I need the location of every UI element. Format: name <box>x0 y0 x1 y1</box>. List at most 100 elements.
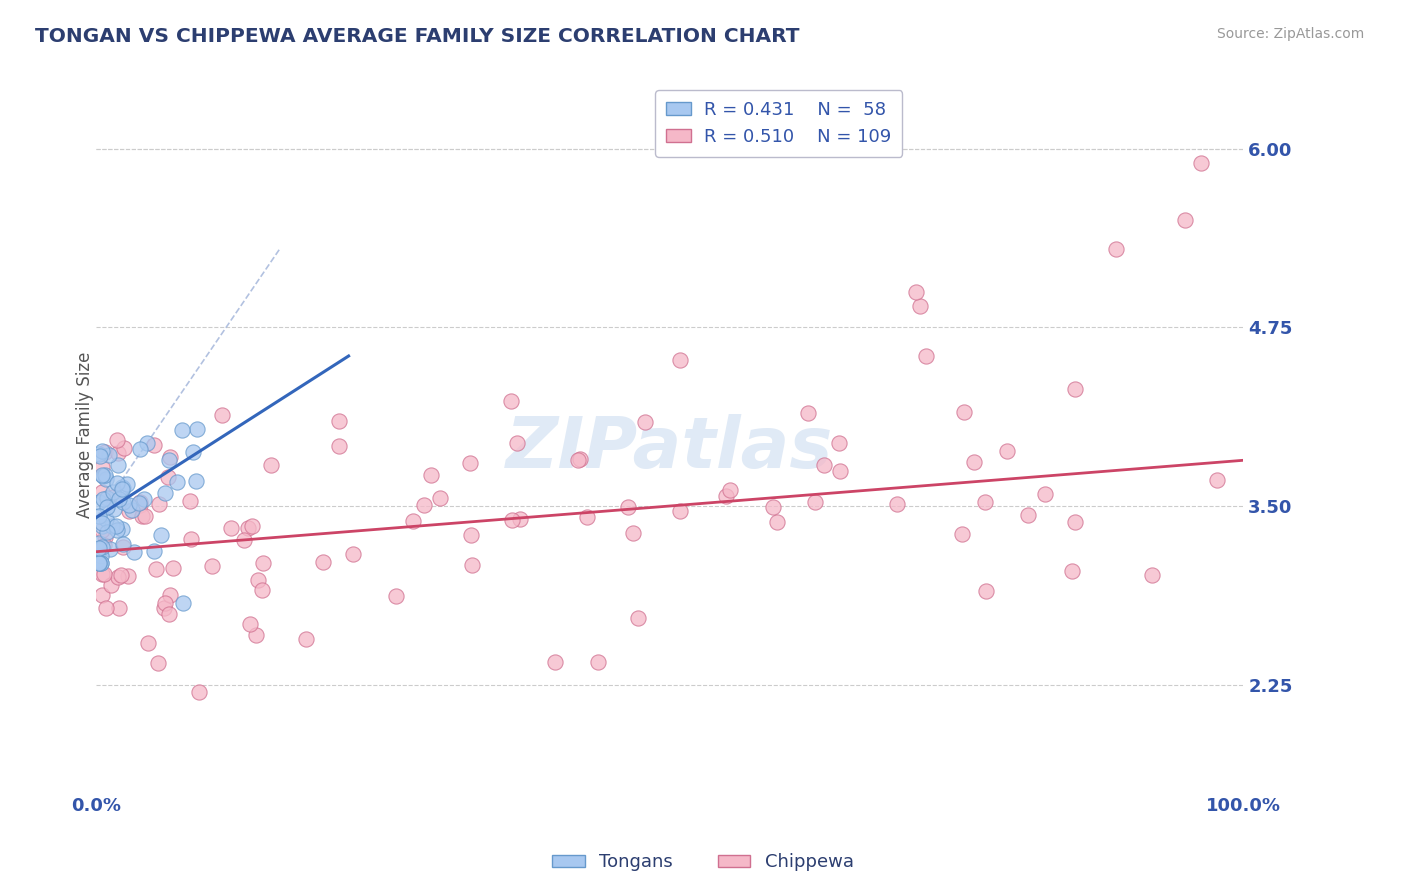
Text: TONGAN VS CHIPPEWA AVERAGE FAMILY SIZE CORRELATION CHART: TONGAN VS CHIPPEWA AVERAGE FAMILY SIZE C… <box>35 27 800 45</box>
Point <box>162 560 184 574</box>
Point <box>91 460 114 475</box>
Point <box>105 523 128 537</box>
Point <box>136 436 159 450</box>
Point <box>112 537 135 551</box>
Point <box>96 500 118 514</box>
Point <box>233 533 256 547</box>
Point <box>669 504 692 518</box>
Point <box>94 530 117 544</box>
Point <box>93 538 115 552</box>
Point <box>830 464 852 478</box>
Point <box>117 477 139 491</box>
Point <box>103 502 125 516</box>
Point <box>153 486 176 500</box>
Point <box>111 523 134 537</box>
Point <box>180 533 202 547</box>
Point <box>429 491 451 505</box>
Point <box>117 569 139 583</box>
Point <box>111 479 134 493</box>
Point <box>90 556 112 570</box>
Point <box>136 635 159 649</box>
Point <box>148 497 170 511</box>
Point <box>98 541 121 556</box>
Point <box>187 684 209 698</box>
Point <box>1033 487 1056 501</box>
Point <box>105 476 128 491</box>
Point <box>413 498 436 512</box>
Point <box>110 568 132 582</box>
Legend: R = 0.431    N =  58, R = 0.510    N = 109: R = 0.431 N = 58, R = 0.510 N = 109 <box>655 90 903 157</box>
Point <box>149 527 172 541</box>
Point <box>142 438 165 452</box>
Point <box>122 545 145 559</box>
Point <box>91 523 114 537</box>
Point <box>461 558 484 572</box>
Point <box>544 655 567 669</box>
Point <box>245 627 267 641</box>
Point <box>91 567 114 582</box>
Point <box>96 524 118 539</box>
Point <box>1174 213 1197 227</box>
Point <box>91 484 114 499</box>
Text: ZIPatlas: ZIPatlas <box>506 415 834 483</box>
Point <box>111 481 134 495</box>
Point <box>131 508 153 523</box>
Point <box>100 578 122 592</box>
Point <box>89 556 111 570</box>
Point <box>112 494 135 508</box>
Point <box>170 423 193 437</box>
Point <box>1064 382 1087 396</box>
Point <box>132 491 155 506</box>
Point <box>91 491 114 506</box>
Point <box>910 299 932 313</box>
Point <box>720 483 742 497</box>
Point <box>716 489 738 503</box>
Point <box>159 450 181 464</box>
Point <box>90 444 112 458</box>
Point <box>328 414 350 428</box>
Point <box>219 521 242 535</box>
Point <box>828 436 851 450</box>
Point <box>91 516 114 530</box>
Point <box>91 467 114 482</box>
Point <box>128 498 150 512</box>
Point <box>145 562 167 576</box>
Point <box>385 589 408 603</box>
Point <box>91 519 114 533</box>
Point <box>342 547 364 561</box>
Point <box>962 454 984 468</box>
Point <box>96 491 118 505</box>
Point <box>250 582 273 597</box>
Point <box>669 353 692 368</box>
Point <box>87 447 110 461</box>
Point <box>118 498 141 512</box>
Legend: Tongans, Chippewa: Tongans, Chippewa <box>546 847 860 879</box>
Point <box>87 556 110 570</box>
Point <box>509 511 531 525</box>
Point <box>458 456 481 470</box>
Point <box>146 656 169 670</box>
Point <box>1017 508 1039 522</box>
Point <box>142 544 165 558</box>
Point <box>157 607 180 622</box>
Point <box>105 434 128 448</box>
Point <box>179 493 201 508</box>
Point <box>118 504 141 518</box>
Point <box>129 442 152 456</box>
Point <box>995 443 1018 458</box>
Point <box>460 528 482 542</box>
Point <box>111 540 134 554</box>
Point <box>101 519 124 533</box>
Point <box>186 422 208 436</box>
Point <box>260 458 283 472</box>
Point <box>156 470 179 484</box>
Point <box>796 406 818 420</box>
Point <box>328 439 350 453</box>
Point <box>89 449 111 463</box>
Point <box>420 468 443 483</box>
Point <box>569 452 592 467</box>
Text: Source: ZipAtlas.com: Source: ZipAtlas.com <box>1216 27 1364 41</box>
Point <box>312 555 335 569</box>
Point <box>1104 242 1126 256</box>
Point <box>90 556 112 570</box>
